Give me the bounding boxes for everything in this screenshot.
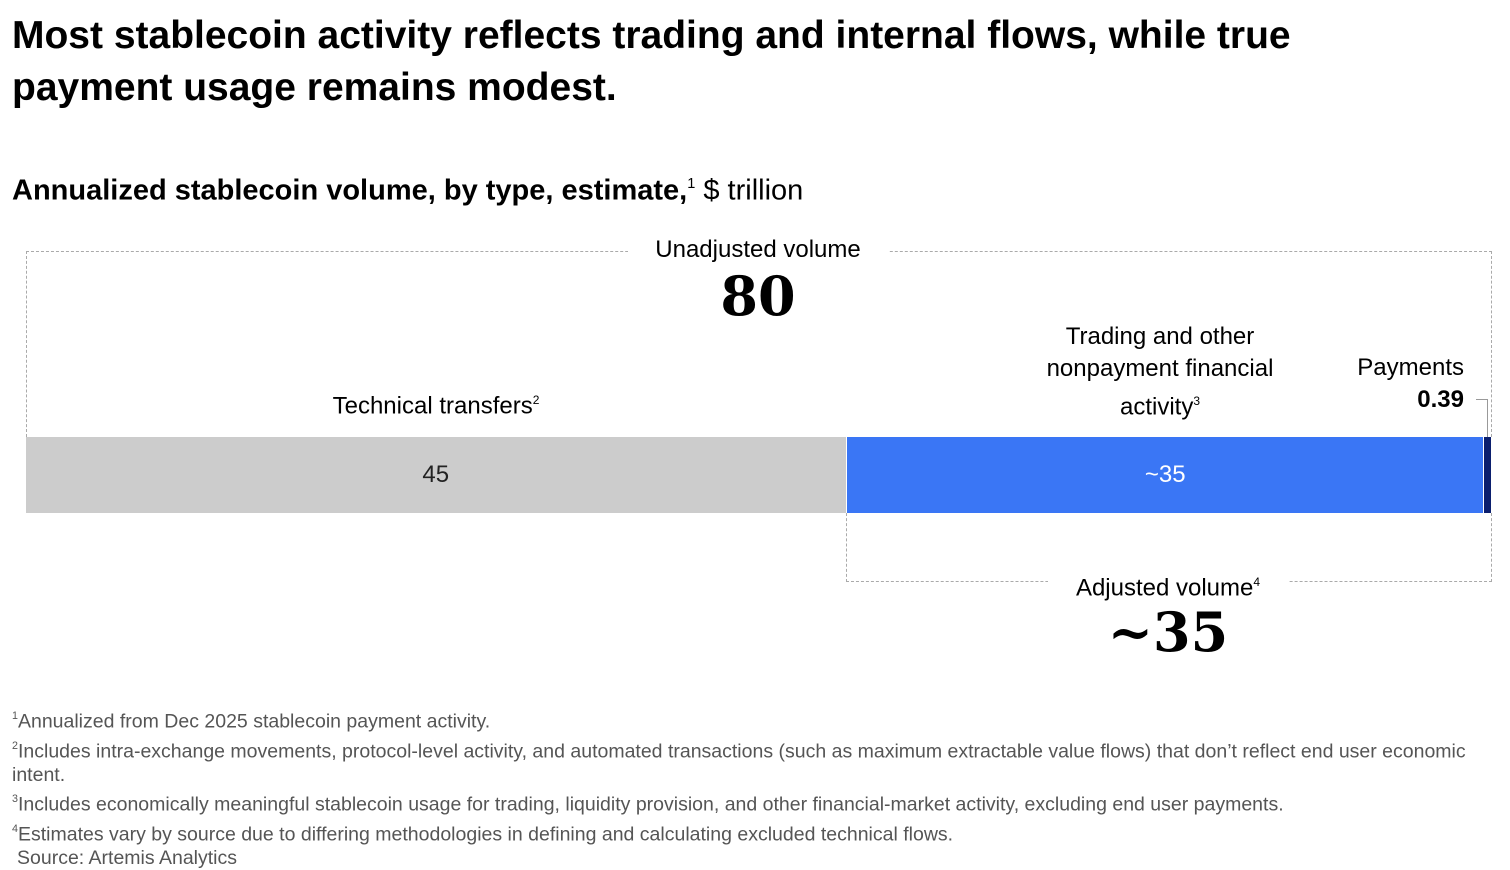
adjusted-value: ~35 — [1107, 600, 1229, 664]
bar-value-label: 45 — [422, 461, 450, 488]
payments-leader-line — [1476, 399, 1488, 438]
bar-segment-0: 45 — [26, 437, 846, 513]
footnote-2: 2Includes intra-exchange movements, prot… — [12, 739, 1466, 787]
footnote-1: 1Annualized from Dec 2025 stablecoin pay… — [12, 710, 491, 733]
bar-value-label: ~35 — [1144, 461, 1186, 488]
adjusted-label: Adjusted volume4 — [1048, 566, 1288, 605]
unit-label: $ trillion — [703, 174, 804, 207]
label-payments: Payments 0.39 — [1357, 354, 1464, 413]
bar-segment-2 — [1482, 437, 1491, 513]
unadjusted-value: 80 — [720, 264, 796, 328]
footnote-3: 3Includes economically meaningful stable… — [12, 793, 1284, 816]
source: Source: Artemis Analytics — [17, 847, 238, 870]
payments-value: 0.39 — [1417, 386, 1464, 413]
page-title: Most stablecoin activity reflects tradin… — [12, 14, 1291, 109]
footnotes: 1Annualized from Dec 2025 stablecoin pay… — [12, 704, 1492, 870]
footnote-mark: 1 — [687, 176, 696, 192]
unadjusted-label: Unadjusted volume — [628, 234, 888, 266]
label-trading: Trading and other nonpayment financial a… — [1046, 323, 1274, 421]
label-technical-transfers: Technical transfers2 — [332, 392, 540, 420]
bar-segment-1: ~35 — [845, 437, 1484, 513]
chart-subtitle: Annualized stablecoin volume, by type, e… — [12, 166, 803, 209]
chart-title: Annualized stablecoin volume, by type, e… — [12, 174, 688, 207]
footnote-4: 4Estimates vary by source due to differi… — [12, 822, 954, 846]
